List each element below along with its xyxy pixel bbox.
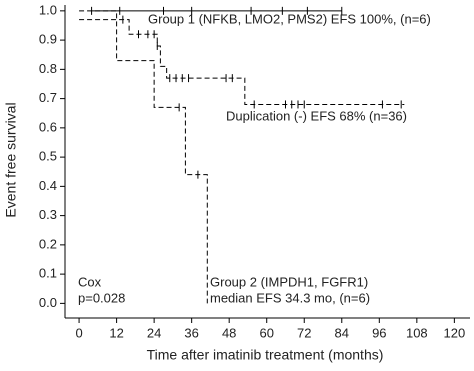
y-tick-label: 0.9 <box>39 32 57 47</box>
x-tick-label: 108 <box>406 325 428 340</box>
x-tick-label: 24 <box>147 325 161 340</box>
series-label: Duplication (-) EFS 68% (n=36) <box>226 108 407 123</box>
series-label: Group 1 (NFKB, LMO2, PMS2) EFS 100%, (n=… <box>148 11 431 26</box>
y-tick-label: 0.6 <box>39 119 57 134</box>
y-tick-label: 1.0 <box>39 2 57 17</box>
survival-curve <box>79 19 405 105</box>
x-tick-label: 48 <box>222 325 236 340</box>
series-label: Group 2 (IMPDH1, FGFR1) <box>210 274 368 289</box>
y-axis-label: Event free survival <box>3 102 19 217</box>
survival-curve <box>79 10 208 304</box>
y-tick-label: 0.4 <box>39 178 57 193</box>
x-tick-label: 120 <box>444 325 466 340</box>
x-tick-label: 96 <box>372 325 386 340</box>
x-tick-label: 12 <box>109 325 123 340</box>
y-tick-label: 0.2 <box>39 236 57 251</box>
y-tick-label: 0.7 <box>39 90 57 105</box>
x-tick-label: 84 <box>335 325 349 340</box>
annotation: p=0.028 <box>78 290 125 305</box>
x-tick-label: 72 <box>297 325 311 340</box>
x-tick-label: 0 <box>75 325 82 340</box>
y-tick-label: 0.8 <box>39 61 57 76</box>
x-tick-label: 36 <box>184 325 198 340</box>
y-tick-label: 0.3 <box>39 207 57 222</box>
series-label: median EFS 34.3 mo, (n=6) <box>210 290 370 305</box>
y-tick-label: 0.1 <box>39 266 57 281</box>
x-axis-label: Time after imatinib treatment (months) <box>147 347 384 363</box>
y-tick-label: 0.5 <box>39 149 57 164</box>
y-tick-label: 0.0 <box>39 295 57 310</box>
annotation: Cox <box>78 274 102 289</box>
x-tick-label: 60 <box>259 325 273 340</box>
